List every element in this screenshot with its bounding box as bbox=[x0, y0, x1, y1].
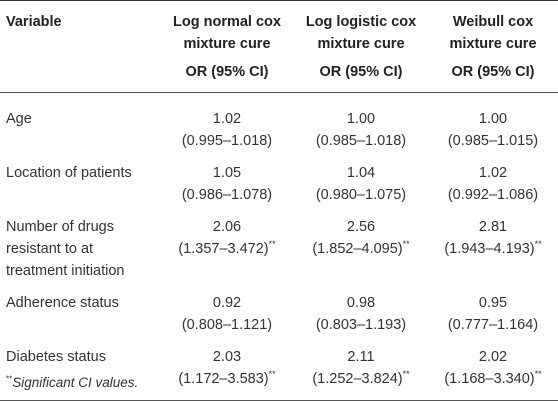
variable-cell: Number of drugs resistant to at treatmen… bbox=[6, 219, 125, 279]
table-body: Age 1.02 (0.995–1.018) 1.00 (0.985–1.018… bbox=[0, 93, 558, 401]
value-cell: 1.00 (0.985–1.018) bbox=[294, 93, 428, 159]
value-cell: 2.56 (1.852–4.095)** bbox=[294, 212, 428, 288]
table-row: Adherence status 0.92 (0.808–1.121) 0.98… bbox=[0, 288, 558, 342]
table-row: Location of patients 1.05 (0.986–1.078) … bbox=[0, 158, 558, 212]
confidence-interval: (0.808–1.121) bbox=[181, 317, 273, 333]
variable-cell: Location of patients bbox=[6, 165, 132, 181]
odds-ratio: 2.11 bbox=[347, 349, 375, 365]
confidence-interval: (1.168–3.340)** bbox=[444, 369, 542, 387]
confidence-interval: (0.985–1.018) bbox=[315, 133, 407, 149]
odds-ratio: 0.98 bbox=[346, 295, 376, 311]
confidence-interval: (1.252–3.824)** bbox=[312, 369, 410, 387]
value-cell: 2.06 (1.357–3.472)** bbox=[160, 212, 294, 288]
confidence-interval: (0.985–1.015) bbox=[447, 133, 539, 149]
significance-marker: ** bbox=[534, 369, 542, 380]
value-cell: 2.03 (1.172–3.583)** bbox=[160, 342, 294, 401]
column-header-label: Variable bbox=[6, 14, 62, 30]
value-cell: 1.04 (0.980–1.075) bbox=[294, 158, 428, 212]
table-row: Diabetes status 2.03 (1.172–3.583)** 2.1… bbox=[0, 342, 558, 401]
confidence-interval: (1.943–4.193)** bbox=[444, 239, 542, 257]
value-cell: 2.81 (1.943–4.193)** bbox=[428, 212, 558, 288]
value-cell: 1.02 (0.995–1.018) bbox=[160, 93, 294, 159]
confidence-interval: (1.357–3.472)** bbox=[178, 239, 276, 257]
column-header-log-logistic: Log logistic cox mixture cure OR (95% CI… bbox=[294, 1, 428, 93]
odds-ratio: 1.00 bbox=[478, 111, 508, 127]
confidence-interval: (0.986–1.078) bbox=[181, 187, 273, 203]
column-header-sublabel: OR (95% CI) bbox=[451, 64, 535, 80]
value-cell: 1.00 (0.985–1.015) bbox=[428, 93, 558, 159]
odds-ratio: 2.03 bbox=[212, 349, 242, 365]
table-footnote: **Significant CI values. bbox=[6, 375, 138, 390]
odds-ratio: 2.06 bbox=[212, 219, 242, 235]
column-header-sublabel: OR (95% CI) bbox=[185, 64, 269, 80]
odds-ratio: 0.95 bbox=[478, 295, 508, 311]
footnote-text: Significant CI values. bbox=[12, 375, 139, 390]
odds-ratio: 1.00 bbox=[346, 111, 376, 127]
table-row: Age 1.02 (0.995–1.018) 1.00 (0.985–1.018… bbox=[0, 93, 558, 159]
column-header-variable: Variable bbox=[0, 1, 160, 93]
odds-ratio: 0.92 bbox=[212, 295, 242, 311]
value-cell: 2.02 (1.168–3.340)** bbox=[428, 342, 558, 401]
column-header-label: Log normal cox mixture cure bbox=[173, 14, 281, 52]
significance-marker: ** bbox=[402, 369, 410, 380]
significance-marker: ** bbox=[534, 239, 542, 250]
variable-cell: Age bbox=[6, 111, 32, 127]
value-cell: 2.11 (1.252–3.824)** bbox=[294, 342, 428, 401]
table-header: Variable Log normal cox mixture cure OR … bbox=[0, 0, 558, 93]
column-header-label: Log logistic cox mixture cure bbox=[305, 14, 417, 52]
value-cell: 0.98 (0.803–1.193) bbox=[294, 288, 428, 342]
odds-ratio: 2.81 bbox=[478, 219, 508, 235]
column-header-sublabel: OR (95% CI) bbox=[319, 64, 403, 80]
significance-marker: ** bbox=[268, 369, 276, 380]
column-header-log-normal: Log normal cox mixture cure OR (95% CI) bbox=[160, 1, 294, 93]
confidence-interval: (0.995–1.018) bbox=[181, 133, 273, 149]
odds-ratio: 2.02 bbox=[478, 349, 508, 365]
confidence-interval: (0.992–1.086) bbox=[447, 187, 539, 203]
table-row: Number of drugs resistant to at treatmen… bbox=[0, 212, 558, 288]
confidence-interval: (0.803–1.193) bbox=[315, 317, 407, 333]
variable-cell: Adherence status bbox=[6, 295, 119, 311]
value-cell: 1.02 (0.992–1.086) bbox=[428, 158, 558, 212]
value-cell: 0.95 (0.777–1.164) bbox=[428, 288, 558, 342]
odds-ratio: 1.05 bbox=[212, 165, 242, 181]
footnote-marker: ** bbox=[6, 374, 13, 384]
odds-ratio: 2.56 bbox=[346, 219, 376, 235]
variable-cell: Diabetes status bbox=[6, 349, 106, 365]
header-row: Variable Log normal cox mixture cure OR … bbox=[0, 0, 558, 93]
column-header-label: Weibull cox mixture cure bbox=[449, 14, 537, 52]
confidence-interval: (1.172–3.583)** bbox=[178, 369, 276, 387]
confidence-interval: (0.777–1.164) bbox=[447, 317, 539, 333]
value-cell: 1.05 (0.986–1.078) bbox=[160, 158, 294, 212]
significance-marker: ** bbox=[268, 239, 276, 250]
column-header-weibull: Weibull cox mixture cure OR (95% CI) bbox=[428, 1, 558, 93]
significance-marker: ** bbox=[402, 239, 410, 250]
odds-ratio: 1.02 bbox=[212, 111, 242, 127]
value-cell: 0.92 (0.808–1.121) bbox=[160, 288, 294, 342]
confidence-interval: (1.852–4.095)** bbox=[312, 239, 410, 257]
confidence-interval: (0.980–1.075) bbox=[315, 187, 407, 203]
odds-ratio: 1.02 bbox=[478, 165, 508, 181]
odds-ratio: 1.04 bbox=[346, 165, 376, 181]
